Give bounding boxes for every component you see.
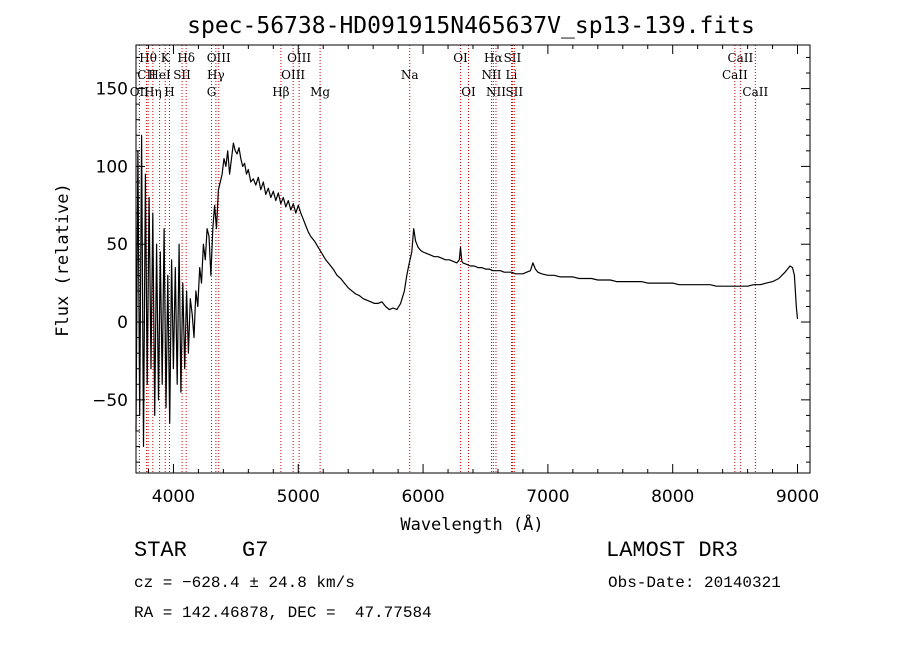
- spectral-line-label: OIII: [281, 68, 305, 82]
- y-tick-label: 100: [96, 157, 128, 177]
- spectral-line-label: Hα: [484, 51, 503, 65]
- spectral-line-label: NII: [481, 68, 501, 82]
- spectral-line-label: OIII: [207, 51, 231, 65]
- spectral-line-label: Hβ: [272, 85, 289, 99]
- object-class: STAR: [134, 538, 187, 563]
- y-axis: −50 0 50 100 150: [92, 56, 810, 463]
- spectral-line-label: NII: [486, 85, 506, 99]
- series-line-flux: [135, 134, 799, 448]
- object-subclass: G7: [242, 538, 269, 563]
- spectral-line-label: Na: [401, 68, 419, 82]
- spectral-line-label: CII: [137, 68, 156, 82]
- y-tick-label: 150: [96, 80, 128, 100]
- plot-frame: [135, 44, 811, 474]
- spectral-line-label: OIII: [287, 51, 311, 65]
- redshift-readout: cz = −628.4 ± 24.8 km/s: [134, 574, 355, 592]
- x-tick-label: 4000: [152, 487, 195, 507]
- chart-title: spec-56738-HD091915N465637V_sp13-139.fit…: [187, 13, 755, 39]
- spectral-line-label: HeI: [148, 68, 171, 82]
- spectral-line-label: CaII: [727, 51, 753, 65]
- spectral-line-label: Mg: [310, 85, 330, 99]
- spectral-line-label: CaII: [722, 68, 748, 82]
- y-tick-label: 0: [117, 313, 128, 333]
- x-tick-label: 8000: [651, 487, 694, 507]
- spectral-line-label: Hγ: [207, 68, 225, 82]
- x-axis: 4000 5000 6000 7000 8000 9000: [147, 45, 819, 507]
- spectral-line-label: OI: [453, 51, 468, 65]
- spectral-line-label: K: [161, 51, 171, 65]
- x-axis-label: Wavelength (Å): [400, 513, 543, 535]
- spectral-line-label: SII: [504, 51, 522, 65]
- spectral-line-label: Li: [506, 68, 518, 82]
- x-tick-label: 5000: [277, 487, 320, 507]
- y-axis-label: Flux (relative): [53, 183, 73, 337]
- y-tick-label: −50: [92, 391, 128, 411]
- spectral-line-label: Hη: [144, 85, 162, 99]
- x-tick-label: 9000: [776, 487, 819, 507]
- series-group: [135, 134, 799, 448]
- spectral-line-label: SII: [505, 85, 523, 99]
- spectral-line-label: OI: [461, 85, 476, 99]
- survey-name: LAMOST DR3: [606, 538, 739, 563]
- spectral-line-label: CaII: [742, 85, 768, 99]
- obs-date: Obs-Date: 20140321: [608, 574, 781, 592]
- x-tick-label: 7000: [526, 487, 569, 507]
- y-tick-label: 50: [106, 235, 128, 255]
- coordinates: RA = 142.46878, DEC = 47.77584: [134, 604, 432, 622]
- x-tick-label: 6000: [401, 487, 444, 507]
- spectral-line-label: SII: [173, 68, 191, 82]
- spectral-line-label: Hθ: [139, 51, 157, 65]
- spectral-line-label: H: [164, 85, 174, 99]
- spectral-line-label: G: [207, 85, 217, 99]
- spectral-line-label: Hδ: [177, 51, 195, 65]
